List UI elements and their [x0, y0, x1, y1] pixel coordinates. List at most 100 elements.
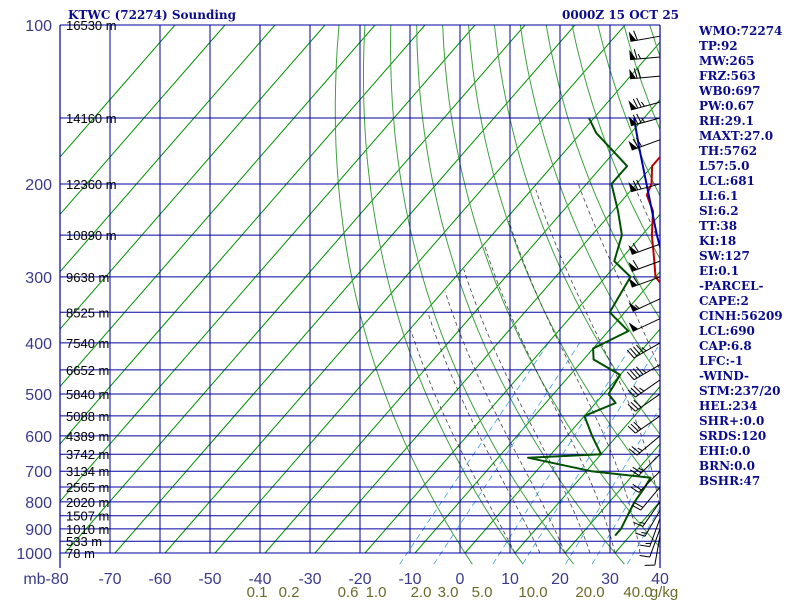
pressure-tick-label: 100 [25, 18, 52, 35]
isotherm-line [564, 443, 660, 554]
height-label: 533 m [66, 534, 102, 549]
param-item: LFC:-1 [699, 354, 744, 368]
mixing-ratio-label: 0.2 [279, 584, 300, 600]
wind-barb [628, 435, 661, 456]
pressure-tick-label: 400 [25, 336, 52, 353]
wind-barb-feather [631, 504, 641, 511]
height-label: 10890 m [66, 228, 117, 243]
height-label: 16530 m [66, 18, 117, 33]
wind-barb-staff [640, 486, 661, 511]
wind-barb [644, 535, 661, 566]
height-label: 6652 m [66, 363, 109, 378]
param-item: LCL:690 [699, 324, 755, 338]
isotherm-line [114, 25, 576, 554]
wind-barb-staff [631, 139, 661, 151]
isotherm-line [264, 98, 660, 554]
wind-barb-feather [633, 399, 642, 408]
pressure-tick-label: 800 [25, 495, 52, 512]
wind-barb [628, 259, 661, 272]
wind-barb [628, 137, 661, 151]
wind-barb-feather [631, 446, 641, 454]
dry-adiabat-line [571, 25, 660, 260]
mixing-ratio-labels: 0.1 0.2 0.6 1.0 2.0 3.0 5.0 10.0 20.0 40.0g/kg [247, 584, 679, 600]
param-item: CINH:56209 [699, 309, 783, 323]
mixing-ratio-label: g/kg [650, 584, 678, 600]
param-item: KI:18 [699, 234, 737, 248]
wind-barb [628, 179, 661, 193]
wind-barb-feather [633, 385, 642, 394]
temperature-tick-label: mb-80 [23, 571, 68, 588]
param-item: EI:0.1 [699, 264, 740, 278]
wind-barb [628, 97, 661, 111]
wind-barb-feather [632, 138, 639, 148]
wind-barb-feather [637, 67, 642, 79]
temperature-tick-label: 40 [651, 571, 669, 588]
moist-adiabat-line [790, 184, 800, 553]
height-label: 5840 m [66, 387, 109, 402]
wind-barb-feather [632, 346, 641, 355]
temperature-tick-label: -70 [98, 571, 121, 588]
pressure-tick-label: 700 [25, 464, 52, 481]
height-label: 9638 m [66, 270, 109, 285]
wind-barb [626, 342, 661, 359]
height-label: 2020 m [66, 495, 109, 510]
wind-barb-feather [632, 483, 642, 491]
wind-barb-feather [640, 117, 645, 123]
pressure-tick-label: 500 [25, 387, 52, 404]
param-item: SW:127 [699, 249, 750, 263]
isotherm-line [60, 25, 176, 158]
wind-barb-staff [636, 435, 661, 456]
mixing-ratio-line [433, 342, 581, 565]
isotherm-line [414, 271, 660, 554]
wind-barb-feather [636, 179, 642, 190]
pressure-tick-labels: 100 200 300 400 500 600 700 800 900 1000 [16, 18, 52, 563]
isotherm-line [60, 25, 426, 445]
isotherm-line [60, 25, 226, 216]
isotherm-line [60, 25, 326, 330]
height-label: 1010 m [66, 522, 109, 537]
wind-barb-feather [627, 425, 636, 434]
wind-barb-feather [632, 114, 639, 125]
param-item: CAPE:2 [699, 294, 749, 308]
wind-barb-feather [626, 371, 635, 381]
wind-barb-feather [629, 348, 638, 357]
wind-barb-feather [630, 387, 639, 396]
moist-adiabat-lines [410, 183, 800, 554]
mixing-ratio-label: 1.0 [366, 584, 387, 600]
wind-barb-flag [628, 100, 637, 110]
wind-barb-feather [630, 401, 639, 410]
param-item: FRZ:563 [699, 69, 756, 83]
temperature-tick-label: -20 [348, 571, 371, 588]
height-label: 8525 m [66, 305, 109, 320]
wind-barb [628, 318, 661, 332]
param-item: PW:0.67 [699, 99, 755, 113]
height-labels: 16530 m 14160 m 12360 m 10890 m 9638 m 8525 m… [66, 18, 117, 561]
wind-barb-flag [628, 140, 638, 151]
wind-barb-feather [636, 113, 642, 124]
param-item: SRDS:120 [699, 429, 767, 443]
wind-barbs [626, 30, 661, 566]
wind-barb-feather [629, 370, 638, 379]
moist-adiabat-line [463, 268, 591, 554]
wind-barb-feather [628, 448, 638, 456]
mixing-ratio-line [492, 342, 634, 565]
param-item: WMO:72274 [699, 24, 783, 38]
wind-barb-staff [644, 510, 661, 537]
temperature-tick-label: -40 [248, 571, 271, 588]
wind-barb-feather [640, 101, 645, 107]
temperature-tick-label: -30 [298, 571, 321, 588]
mixing-ratio-lines [399, 342, 660, 565]
param-item: LI:6.1 [699, 189, 739, 203]
mixing-ratio-label: 40.0 [623, 584, 652, 600]
param-item: -PARCEL- [699, 279, 764, 293]
pressure-tick-label: 300 [25, 270, 52, 287]
wind-barb-feather [638, 467, 644, 471]
wind-barb-feather [636, 366, 644, 375]
dry-adiabat-line [334, 25, 473, 565]
mixing-ratio-line [591, 448, 660, 565]
valid-time: 0000Z 15 OCT 25 [562, 8, 680, 22]
wind-barb [631, 486, 661, 511]
param-item: L57:5.0 [699, 159, 750, 173]
wind-barb [627, 415, 661, 434]
wind-barb-flag [628, 116, 637, 126]
